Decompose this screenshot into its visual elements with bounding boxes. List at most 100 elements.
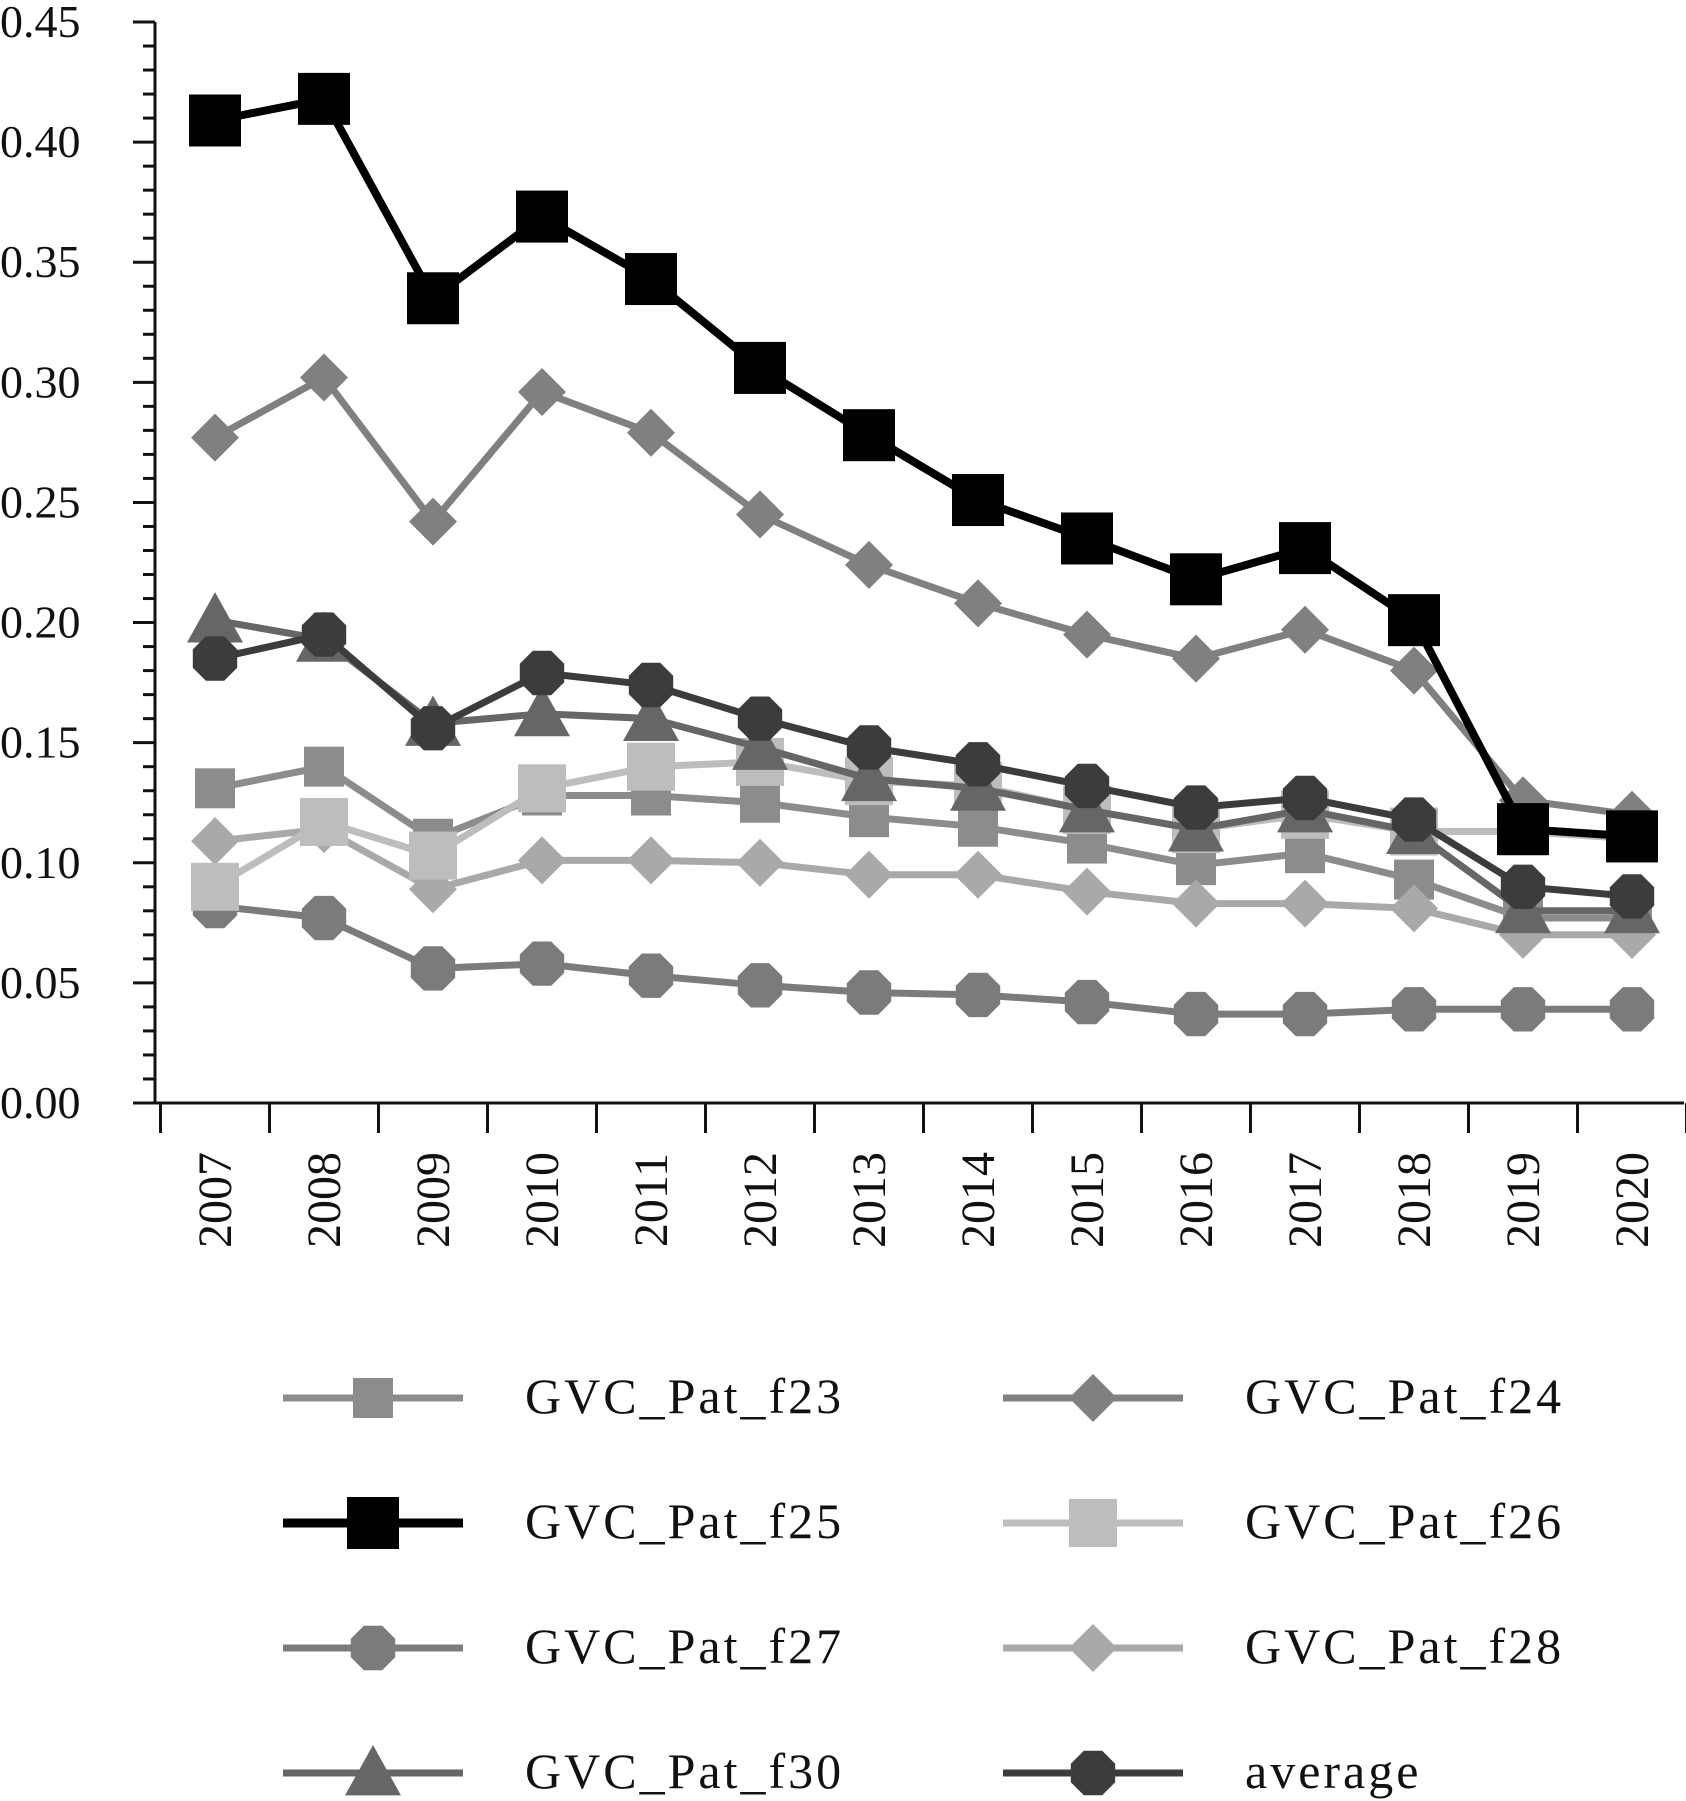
x-tick-label: 2019 — [1497, 1152, 1550, 1248]
data-point-gvc-pat-f24 — [736, 490, 784, 539]
x-tick-label: 2018 — [1388, 1152, 1441, 1248]
data-point-gvc-pat-f26 — [300, 797, 348, 846]
legend-marker — [1070, 1750, 1116, 1796]
legend-item-gvc-pat-f24: GVC_Pat_f24 — [1003, 1368, 1564, 1424]
data-point-gvc-pat-f23 — [740, 782, 780, 823]
x-tick-label: 2013 — [843, 1152, 896, 1248]
data-point-gvc-pat-f25 — [298, 72, 350, 125]
data-point-average — [1282, 775, 1328, 821]
series-gvc-pat-f25 — [189, 72, 1658, 863]
legend-marker — [1069, 1624, 1117, 1672]
data-point-gvc-pat-f28 — [518, 836, 566, 885]
data-point-gvc-pat-f25 — [1279, 522, 1331, 575]
data-point-gvc-pat-f23 — [958, 806, 998, 847]
data-point-average — [519, 650, 565, 696]
data-point-gvc-pat-f28 — [191, 817, 239, 866]
legend-item-gvc-pat-f23: GVC_Pat_f23 — [283, 1368, 844, 1424]
data-point-average — [1173, 785, 1219, 830]
data-point-gvc-pat-f23 — [304, 746, 344, 787]
y-tick-label: 0.15 — [0, 717, 81, 768]
y-tick-label: 0.25 — [0, 476, 81, 527]
legend: GVC_Pat_f23 GVC_Pat_f24 GVC_Pat_f25 GVC_Pat… — [283, 1368, 1564, 1799]
data-point-gvc-pat-f24 — [1281, 605, 1329, 654]
data-point-gvc-pat-f28 — [1172, 879, 1220, 928]
legend-marker — [350, 1625, 396, 1671]
data-point-gvc-pat-f27 — [1391, 987, 1437, 1032]
data-point-gvc-pat-f26 — [409, 831, 457, 880]
data-point-gvc-pat-f25 — [734, 341, 786, 394]
data-point-gvc-pat-f25 — [1170, 553, 1222, 606]
legend-label: GVC_Pat_f30 — [525, 1743, 844, 1799]
data-point-gvc-pat-f28 — [1063, 867, 1111, 916]
data-point-gvc-pat-f27 — [1609, 987, 1655, 1032]
data-point-gvc-pat-f25 — [1061, 512, 1113, 565]
legend-marker — [345, 1745, 401, 1796]
series-layer — [187, 72, 1660, 1037]
data-point-gvc-pat-f25 — [516, 190, 568, 243]
legend-item-gvc-pat-f27: GVC_Pat_f27 — [283, 1618, 841, 1674]
data-point-gvc-pat-f24 — [954, 579, 1002, 628]
data-point-gvc-pat-f28 — [954, 850, 1002, 899]
legend-label: GVC_Pat_f25 — [525, 1493, 844, 1549]
y-tick-label: 0.45 — [0, 0, 81, 47]
data-point-gvc-pat-f28 — [627, 836, 675, 885]
data-point-gvc-pat-f27 — [410, 946, 456, 991]
data-point-gvc-pat-f24 — [845, 540, 893, 589]
series-line-gvc-pat-f24 — [213, 374, 1633, 819]
y-tick-label: 0.40 — [0, 116, 81, 167]
x-tick-label: 2014 — [952, 1152, 1005, 1248]
legend-item-gvc-pat-f25: GVC_Pat_f25 — [283, 1493, 844, 1549]
data-point-average — [846, 725, 892, 770]
legend-label: GVC_Pat_f23 — [525, 1368, 844, 1424]
data-point-gvc-pat-f24 — [191, 413, 239, 462]
data-point-gvc-pat-f27 — [519, 941, 565, 986]
x-tick-label: 2008 — [298, 1152, 351, 1248]
data-point-gvc-pat-f24 — [409, 497, 457, 546]
x-tick-label: 2010 — [516, 1152, 569, 1248]
legend-label: GVC_Pat_f24 — [1245, 1368, 1564, 1424]
data-point-gvc-pat-f30 — [623, 690, 679, 742]
data-point-gvc-pat-f23 — [195, 768, 235, 809]
data-point-gvc-pat-f27 — [1500, 987, 1546, 1032]
data-point-average — [1064, 763, 1110, 809]
data-point-average — [1609, 874, 1655, 919]
data-point-gvc-pat-f25 — [952, 474, 1004, 527]
data-point-gvc-pat-f27 — [846, 970, 892, 1015]
data-point-average — [192, 636, 238, 681]
data-point-gvc-pat-f26 — [627, 742, 675, 791]
data-point-gvc-pat-f25 — [1606, 810, 1658, 863]
data-point-gvc-pat-f30 — [187, 592, 243, 643]
legend-item-gvc-pat-f28: GVC_Pat_f28 — [1003, 1618, 1561, 1674]
x-tick-label: 2015 — [1061, 1152, 1114, 1248]
data-point-gvc-pat-f27 — [737, 963, 783, 1008]
x-tick-label: 2007 — [189, 1152, 242, 1248]
data-point-gvc-pat-f25 — [407, 272, 459, 325]
y-tick-label: 0.20 — [0, 597, 81, 648]
legend-item-gvc-pat-f26: GVC_Pat_f26 — [1003, 1493, 1561, 1549]
x-tick-label: 2017 — [1279, 1152, 1332, 1248]
data-point-average — [301, 612, 347, 657]
data-point-gvc-pat-f28 — [1281, 879, 1329, 928]
x-tick-label: 2020 — [1606, 1152, 1659, 1248]
data-point-average — [955, 742, 1001, 787]
data-point-gvc-pat-f30 — [841, 750, 897, 802]
x-tick-label: 2012 — [734, 1152, 787, 1248]
data-point-gvc-pat-f27 — [1282, 991, 1328, 1037]
y-tick-label: 0.00 — [0, 1077, 81, 1128]
y-tick-label: 0.35 — [0, 236, 81, 287]
data-point-gvc-pat-f28 — [845, 850, 893, 899]
legend-marker — [347, 1497, 399, 1549]
x-tick-label: 2016 — [1170, 1152, 1223, 1248]
data-point-gvc-pat-f24 — [1390, 646, 1438, 695]
data-point-gvc-pat-f23 — [1285, 833, 1325, 874]
legend-item-gvc-pat-f30: GVC_Pat_f30 — [283, 1743, 844, 1799]
data-point-gvc-pat-f27 — [1064, 979, 1110, 1025]
data-point-average — [1391, 797, 1437, 842]
data-point-gvc-pat-f27 — [628, 953, 674, 998]
y-tick-label: 0.05 — [0, 957, 81, 1008]
data-point-gvc-pat-f26 — [518, 764, 566, 813]
data-point-gvc-pat-f27 — [301, 895, 347, 941]
data-point-gvc-pat-f25 — [625, 253, 677, 306]
data-point-average — [628, 662, 674, 708]
